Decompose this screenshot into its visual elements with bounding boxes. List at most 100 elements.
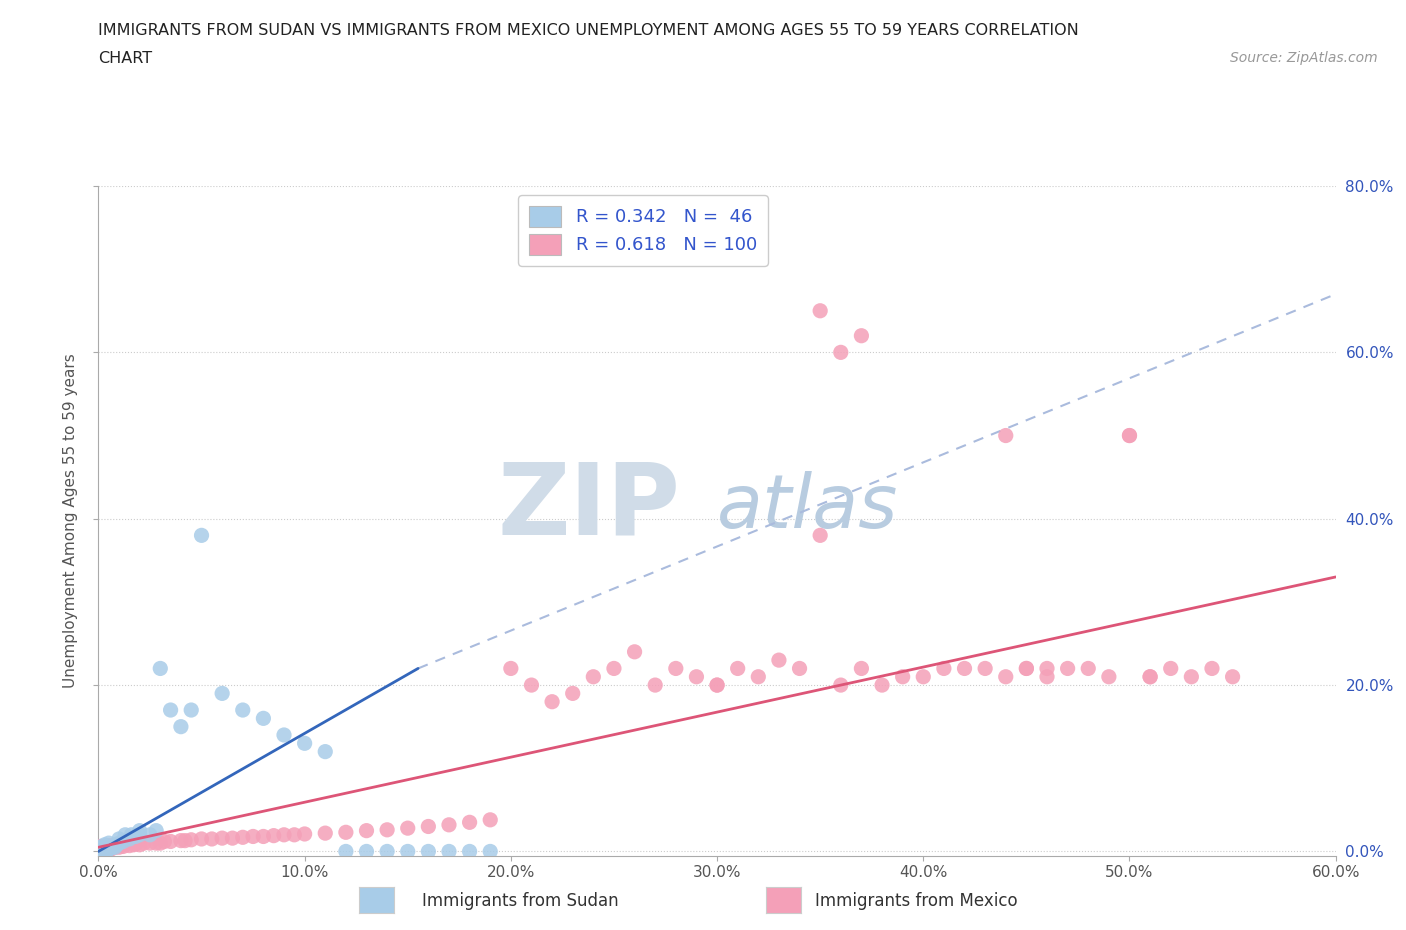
- Point: [912, 670, 935, 684]
- Point: [89, 844, 111, 859]
- Point: [100, 842, 122, 857]
- Point: [93, 840, 115, 855]
- Text: atlas: atlas: [717, 472, 898, 543]
- Point: [437, 844, 460, 859]
- Point: [101, 841, 124, 856]
- Point: [623, 644, 645, 659]
- Point: [994, 428, 1017, 443]
- Point: [96, 844, 118, 859]
- Point: [170, 833, 193, 848]
- Point: [114, 828, 136, 843]
- Point: [159, 834, 181, 849]
- Point: [1098, 670, 1121, 684]
- Point: [808, 528, 831, 543]
- Point: [180, 702, 202, 717]
- Point: [727, 661, 749, 676]
- Point: [118, 838, 141, 853]
- Point: [1180, 670, 1202, 684]
- Point: [479, 844, 502, 859]
- Point: [851, 661, 873, 676]
- Point: [1077, 661, 1099, 676]
- Point: [974, 661, 997, 676]
- Point: [128, 828, 150, 843]
- Point: [87, 840, 110, 855]
- Point: [1139, 670, 1161, 684]
- Text: CHART: CHART: [98, 51, 152, 66]
- Point: [114, 837, 136, 852]
- Point: [747, 670, 769, 684]
- Point: [582, 670, 605, 684]
- Point: [91, 844, 114, 859]
- Point: [93, 837, 115, 852]
- Point: [479, 813, 502, 828]
- Text: ZIP: ZIP: [498, 458, 681, 556]
- Point: [273, 727, 295, 742]
- Point: [174, 833, 197, 848]
- Point: [91, 843, 114, 857]
- Text: IMMIGRANTS FROM SUDAN VS IMMIGRANTS FROM MEXICO UNEMPLOYMENT AMONG AGES 55 TO 59: IMMIGRANTS FROM SUDAN VS IMMIGRANTS FROM…: [98, 23, 1080, 38]
- Y-axis label: Unemployment Among Ages 55 to 59 years: Unemployment Among Ages 55 to 59 years: [63, 353, 77, 688]
- Point: [356, 823, 378, 838]
- Point: [108, 840, 131, 855]
- Point: [96, 838, 118, 853]
- Point: [120, 828, 142, 843]
- Point: [706, 678, 728, 693]
- Point: [87, 844, 110, 859]
- Point: [375, 844, 398, 859]
- Point: [124, 836, 146, 851]
- Point: [105, 839, 128, 854]
- Point: [437, 817, 460, 832]
- Point: [314, 826, 336, 841]
- Point: [252, 829, 274, 844]
- Point: [252, 711, 274, 725]
- Point: [128, 837, 150, 852]
- Point: [97, 836, 120, 851]
- Point: [706, 678, 728, 693]
- Point: [685, 670, 707, 684]
- Point: [1056, 661, 1078, 676]
- Point: [97, 842, 120, 857]
- Point: [211, 830, 233, 845]
- Point: [170, 719, 193, 734]
- Point: [201, 831, 224, 846]
- Point: [396, 844, 419, 859]
- Point: [1201, 661, 1223, 676]
- Point: [118, 831, 141, 846]
- Point: [294, 827, 316, 842]
- Point: [1222, 670, 1244, 684]
- Point: [105, 837, 128, 852]
- Point: [108, 837, 131, 852]
- Point: [418, 844, 440, 859]
- Point: [104, 840, 127, 855]
- Point: [283, 828, 305, 843]
- Point: [932, 661, 955, 676]
- Point: [1015, 661, 1038, 676]
- Point: [541, 695, 564, 710]
- Point: [396, 820, 419, 835]
- Point: [149, 836, 172, 851]
- Point: [91, 840, 114, 855]
- Point: [1036, 670, 1059, 684]
- Point: [112, 839, 135, 854]
- Point: [221, 830, 243, 845]
- Point: [190, 528, 212, 543]
- Point: [149, 661, 172, 676]
- Point: [139, 836, 162, 851]
- Point: [108, 831, 131, 846]
- Point: [335, 844, 357, 859]
- Point: [100, 841, 122, 856]
- Point: [851, 328, 873, 343]
- Point: [458, 815, 481, 830]
- Point: [97, 839, 120, 854]
- Point: [190, 831, 212, 846]
- Point: [93, 844, 115, 858]
- Point: [808, 303, 831, 318]
- Point: [1160, 661, 1182, 676]
- Point: [953, 661, 976, 676]
- Point: [232, 702, 254, 717]
- Point: [232, 830, 254, 844]
- Point: [89, 842, 111, 857]
- Point: [994, 670, 1017, 684]
- Text: Immigrants from Mexico: Immigrants from Mexico: [815, 892, 1018, 910]
- Point: [665, 661, 688, 676]
